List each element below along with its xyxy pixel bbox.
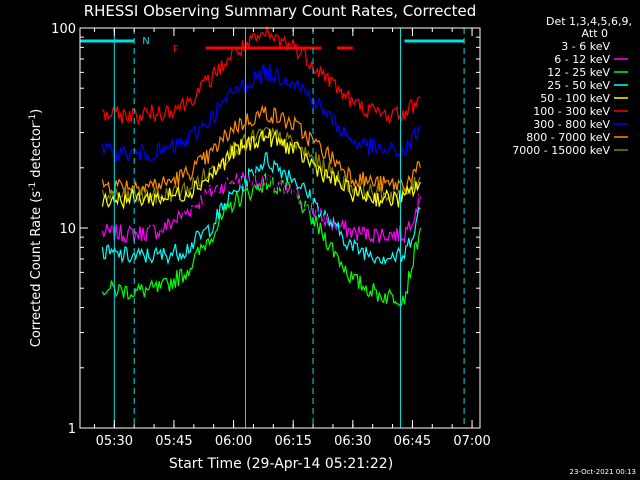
x-tick-label: 06:30 bbox=[334, 434, 371, 449]
x-tick-label: 05:30 bbox=[96, 434, 133, 449]
series-line-4 bbox=[101, 128, 421, 210]
y-tick-label: 100 bbox=[51, 22, 76, 37]
x-tick-label: 07:00 bbox=[453, 434, 490, 449]
legend-header-line-2: Att 0 bbox=[582, 27, 608, 40]
x-axis-label: Start Time (29-Apr-14 05:21:22) bbox=[169, 456, 393, 472]
series-line-0 bbox=[101, 168, 421, 232]
series-line-6 bbox=[101, 63, 421, 163]
y-axis-label-part-1: Corrected Count Rate (s bbox=[29, 191, 44, 348]
y-axis-label-sup-1: -1 bbox=[28, 182, 38, 191]
legend-label-1: 6 - 12 keV bbox=[554, 53, 610, 66]
y-axis-label-part-2: detector bbox=[29, 122, 44, 182]
legend-label-5: 100 - 300 keV bbox=[533, 105, 610, 118]
legend-label-8: 7000 - 15000 keV bbox=[512, 144, 610, 157]
legend-label-7: 800 - 7000 keV bbox=[526, 131, 610, 144]
footer-date: 23-Oct-2021 00:13 bbox=[570, 468, 636, 476]
y-tick-label: 10 bbox=[59, 222, 76, 237]
y-axis-label-part-3: ) bbox=[29, 109, 44, 114]
legend-label-0: 3 - 6 keV bbox=[561, 40, 610, 53]
x-tick-label: 06:15 bbox=[274, 434, 311, 449]
x-tick-label: 06:45 bbox=[394, 434, 431, 449]
legend-label-3: 25 - 50 keV bbox=[547, 79, 610, 92]
y-tick-label: 1 bbox=[68, 422, 76, 437]
series-line-7 bbox=[101, 104, 421, 196]
chart-title: RHESSI Observing Summary Count Rates, Co… bbox=[84, 2, 477, 20]
x-tick-label: 05:45 bbox=[155, 434, 192, 449]
series-line-5 bbox=[101, 25, 421, 126]
night-label: N bbox=[142, 36, 149, 47]
legend-label-4: 50 - 100 keV bbox=[540, 92, 610, 105]
y-axis-label: Corrected Count Rate (s-1 detector-1) bbox=[28, 109, 44, 347]
series-line-3 bbox=[101, 151, 421, 266]
legend-label-6: 300 - 800 keV bbox=[533, 118, 610, 131]
series-line-2 bbox=[101, 172, 421, 307]
y-axis-label-sup-2: -1 bbox=[28, 114, 38, 123]
legend-label-2: 12 - 25 keV bbox=[547, 66, 610, 79]
series-line-8 bbox=[101, 126, 421, 204]
legend-header-line-1: Det 1,3,4,5,6,9, bbox=[546, 15, 632, 28]
flare-label: F bbox=[173, 44, 179, 55]
x-tick-label: 06:00 bbox=[215, 434, 252, 449]
plot-area: N F 1 10 100 05:30 05:45 06:00 06:15 06:30 06:45 07… bbox=[51, 22, 491, 449]
